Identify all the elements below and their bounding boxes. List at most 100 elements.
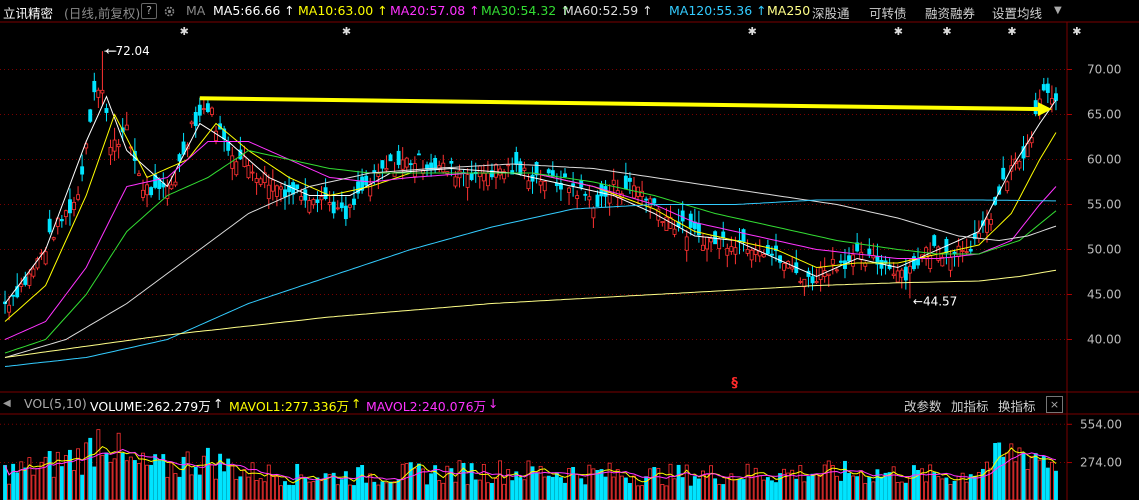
volume-bar xyxy=(660,483,665,500)
candle-body xyxy=(1041,84,1046,91)
candle-body xyxy=(863,262,868,267)
candle-body xyxy=(798,280,803,283)
volume-bar xyxy=(782,468,787,500)
caret-down-icon[interactable]: ▼ xyxy=(1054,5,1062,16)
volume-bar xyxy=(851,475,856,500)
candle-body xyxy=(830,258,835,265)
volume-bar xyxy=(964,481,969,500)
volume-bar xyxy=(814,473,819,500)
ma-item-4[interactable]: MA60:52.59 ↑ xyxy=(563,3,653,18)
volume-bar xyxy=(23,467,28,500)
ma-item-0[interactable]: MA5:66.66 ↑ xyxy=(213,3,295,18)
volume-bar xyxy=(721,484,726,500)
ma-line-ma250 xyxy=(4,269,1057,358)
volume-bar xyxy=(554,472,559,500)
volume-bar xyxy=(372,481,377,500)
volume-bar xyxy=(855,476,860,500)
period-label[interactable]: (日线,前复权) xyxy=(64,6,141,21)
close-icon[interactable]: × xyxy=(1046,396,1063,413)
volume-bar xyxy=(132,460,137,500)
candle-body xyxy=(11,294,16,297)
stock-name[interactable]: 立讯精密 xyxy=(3,6,54,21)
candle-body xyxy=(315,199,320,203)
volume-bar xyxy=(506,469,511,500)
candle-body xyxy=(136,173,141,176)
star-marker: ✱ xyxy=(894,25,903,38)
candle-body xyxy=(372,170,377,173)
link-shenzhen-connect[interactable]: 深股通 xyxy=(812,6,850,21)
candle-body xyxy=(709,237,714,243)
star-marker: ✱ xyxy=(942,25,951,38)
ma-item-2[interactable]: MA20:57.08 ↑ xyxy=(390,3,480,18)
mavol2-value: MAVOL2:240.076万 xyxy=(366,399,487,414)
volume-bar xyxy=(116,432,121,500)
swap-indicator-button[interactable]: 换指标 xyxy=(998,399,1036,414)
volume-bar xyxy=(68,449,72,500)
collapse-arrow-icon[interactable]: ◀ xyxy=(3,398,11,409)
candle-body xyxy=(356,181,360,194)
candle-body xyxy=(717,238,722,249)
volume-bar xyxy=(380,481,385,500)
volume-bar xyxy=(619,475,624,500)
volume-bar xyxy=(404,463,409,500)
candle-body xyxy=(124,124,129,131)
candle-body xyxy=(343,205,348,220)
volume-bar xyxy=(364,482,369,500)
volume-bar xyxy=(84,442,89,500)
edit-params-button[interactable]: 改参数 xyxy=(904,399,942,414)
volume-bar xyxy=(437,480,442,500)
candle-body xyxy=(311,199,316,206)
candle-body xyxy=(627,177,632,182)
ma-item-1[interactable]: MA10:63.00 ↑ xyxy=(298,3,388,18)
candle-body xyxy=(847,255,851,262)
gear-icon[interactable] xyxy=(163,3,176,19)
volume-bar xyxy=(177,476,182,500)
candle-body xyxy=(765,245,770,255)
volume-bar xyxy=(128,456,133,500)
candle-body xyxy=(31,268,36,277)
ma-label[interactable]: MA xyxy=(186,3,206,18)
candle-body xyxy=(404,157,409,168)
ma-item-5[interactable]: MA120:55.36 ↑ xyxy=(669,3,767,18)
volume-bar xyxy=(51,476,56,500)
volume-bar xyxy=(725,476,730,500)
candle-body xyxy=(510,170,515,175)
candle-body xyxy=(960,250,965,252)
volume-indicator-title[interactable]: VOL(5,10) xyxy=(24,396,87,411)
star-marker: ✱ xyxy=(180,25,189,38)
volume-bar xyxy=(384,482,389,500)
volume-bar xyxy=(96,429,101,500)
candle-body xyxy=(299,196,304,201)
add-indicator-button[interactable]: 加指标 xyxy=(951,399,989,414)
help-icon[interactable]: ? xyxy=(141,3,157,19)
candle-body xyxy=(595,194,600,207)
link-convertible-bond[interactable]: 可转债 xyxy=(869,6,907,21)
candle-body xyxy=(506,164,511,167)
volume-bar xyxy=(291,485,296,500)
candle-body xyxy=(567,187,571,193)
volume-bar xyxy=(327,474,332,500)
candle-body xyxy=(92,80,97,93)
volume-bar xyxy=(534,472,539,500)
ma-item-3[interactable]: MA30:54.32 ↑ xyxy=(481,3,571,18)
candle-body xyxy=(327,202,332,206)
link-set-ma[interactable]: 设置均线 xyxy=(992,6,1043,21)
star-marker: ✱ xyxy=(1007,25,1016,38)
low-label: ←44.57 xyxy=(913,294,957,308)
volume-bar xyxy=(692,476,697,500)
candle-body xyxy=(814,281,819,284)
candle-body xyxy=(279,186,283,190)
ma-item-6[interactable]: MA250 xyxy=(767,3,811,18)
candle-body xyxy=(274,185,279,197)
candle-body xyxy=(741,229,746,242)
candle-body xyxy=(364,175,369,186)
volume-value: VOLUME:262.279万 xyxy=(90,399,211,414)
candle-body xyxy=(408,163,413,166)
link-margin-trading[interactable]: 融资融券 xyxy=(925,6,976,21)
candle-body xyxy=(352,198,356,205)
volume-bar xyxy=(465,484,470,500)
candle-body xyxy=(672,228,677,235)
volume-bar xyxy=(928,464,933,500)
candle-body xyxy=(35,258,40,269)
volume-bar xyxy=(266,464,271,500)
